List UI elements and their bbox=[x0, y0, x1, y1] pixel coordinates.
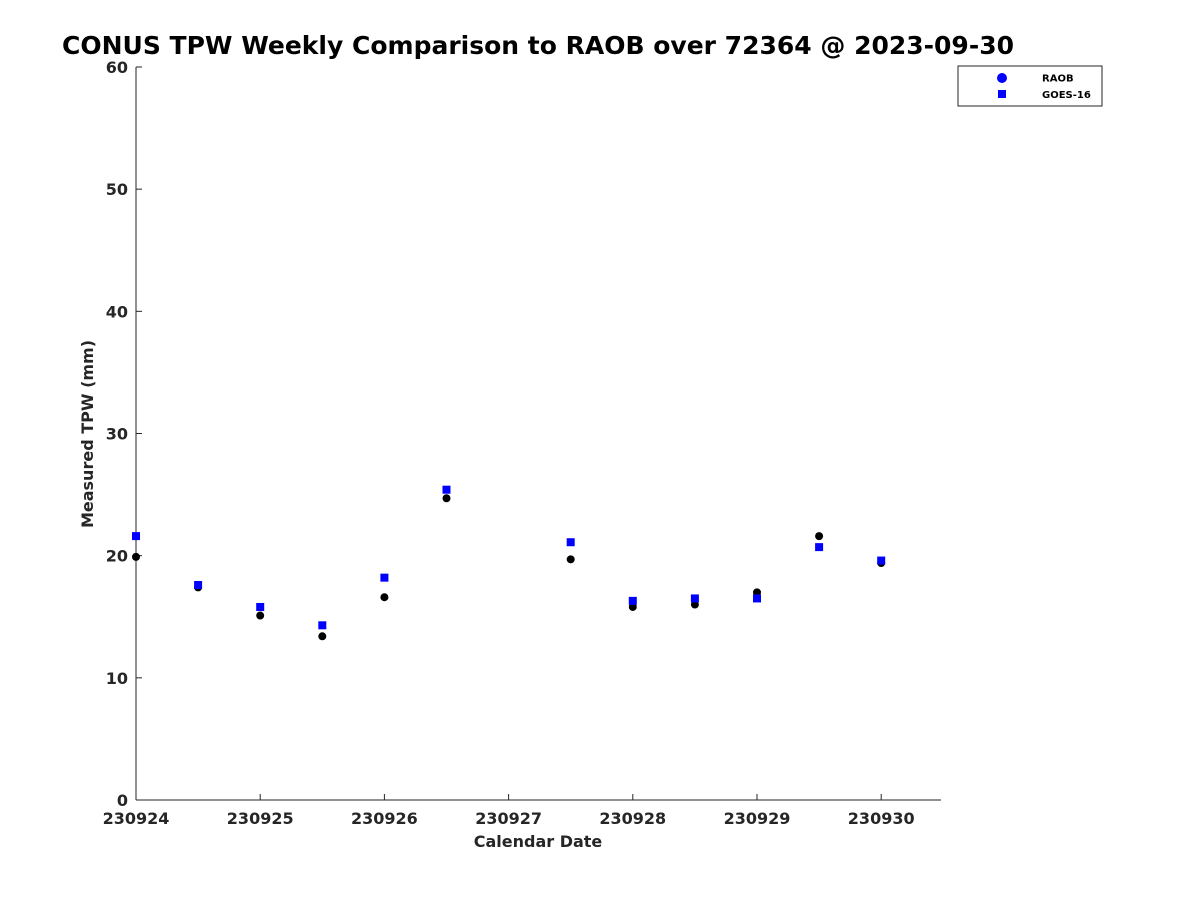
goes16-point bbox=[566, 538, 575, 547]
axes bbox=[135, 67, 941, 801]
goes16-point bbox=[380, 573, 389, 582]
x-tick-label: 230930 bbox=[848, 809, 915, 828]
x-ticks: 230924 230925 230926 230927 230928 230929 2309… bbox=[103, 794, 915, 828]
raob-point bbox=[132, 552, 140, 561]
goes16-point bbox=[815, 543, 824, 552]
raob-point bbox=[628, 602, 637, 611]
raob-point bbox=[256, 611, 265, 620]
legend-label-raob: RAOB bbox=[1042, 74, 1074, 85]
x-axis-label: Calendar Date bbox=[474, 832, 603, 851]
goes16-point bbox=[877, 556, 886, 565]
legend-marker-raob bbox=[997, 73, 1007, 83]
y-tick-label: 10 bbox=[106, 669, 128, 688]
chart-title: CONUS TPW Weekly Comparison to RAOB over… bbox=[62, 31, 1014, 60]
raob-point bbox=[318, 632, 327, 641]
goes16-point bbox=[753, 594, 761, 603]
x-tick-label: 230928 bbox=[599, 809, 666, 828]
goes16-point bbox=[256, 602, 265, 611]
x-tick-label: 230924 bbox=[103, 809, 170, 828]
legend-label-goes16: GOES-16 bbox=[1042, 90, 1091, 101]
series-raob bbox=[132, 494, 886, 641]
goes16-point bbox=[442, 485, 451, 494]
legend: RAOB GOES-16 bbox=[957, 65, 1103, 107]
goes16-point bbox=[132, 532, 140, 541]
raob-point bbox=[566, 555, 575, 564]
legend-marker-goes16 bbox=[998, 90, 1006, 98]
x-tick-label: 230925 bbox=[227, 809, 294, 828]
legend-entry-raob: RAOB bbox=[997, 73, 1074, 85]
y-tick-label: 20 bbox=[106, 547, 128, 566]
x-tick-label: 230926 bbox=[351, 809, 418, 828]
y-tick-label: 60 bbox=[106, 58, 128, 77]
y-tick-label: 40 bbox=[106, 302, 128, 321]
x-tick-label: 230927 bbox=[475, 809, 542, 828]
y-tick-label: 0 bbox=[117, 791, 128, 810]
y-axis-label: Measured TPW (mm) bbox=[78, 340, 97, 528]
y-tick-label: 50 bbox=[106, 180, 128, 199]
series-goes16 bbox=[132, 485, 886, 630]
legend-entry-goes16: GOES-16 bbox=[998, 90, 1091, 101]
raob-point bbox=[442, 494, 451, 503]
y-ticks: 0 10 20 30 40 50 60 bbox=[106, 58, 142, 810]
goes16-point bbox=[628, 596, 637, 605]
legend-box bbox=[957, 65, 1103, 107]
raob-point bbox=[815, 532, 824, 541]
goes16-point bbox=[318, 621, 327, 630]
raob-point bbox=[753, 588, 761, 597]
raob-point bbox=[690, 600, 699, 609]
goes16-point bbox=[194, 580, 203, 589]
raob-point bbox=[380, 593, 389, 602]
goes16-point bbox=[690, 594, 699, 603]
y-tick-label: 30 bbox=[106, 425, 128, 444]
x-tick-label: 230929 bbox=[724, 809, 791, 828]
